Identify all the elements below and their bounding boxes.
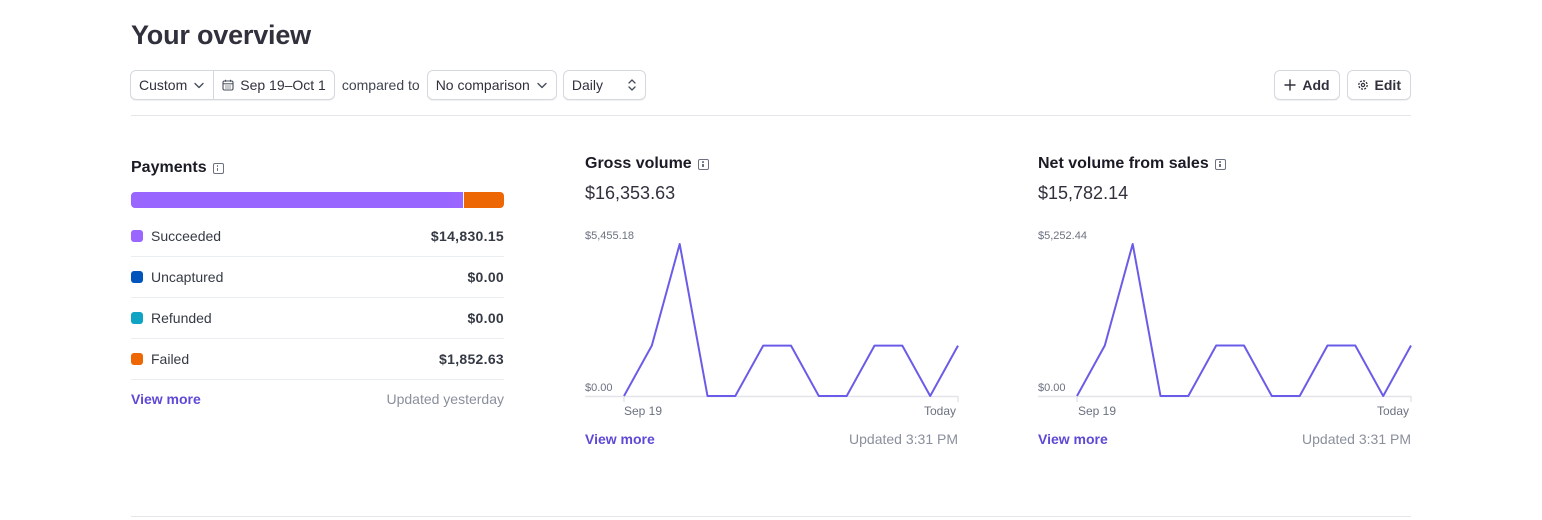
data-line bbox=[623, 243, 959, 397]
gross-x-end-label: Today bbox=[924, 404, 957, 418]
legend-label: Uncaptured bbox=[151, 269, 224, 285]
legend-row-uncaptured[interactable]: Uncaptured $0.00 bbox=[131, 257, 504, 298]
range-preset-label: Custom bbox=[139, 77, 188, 93]
add-button-label: Add bbox=[1302, 77, 1330, 93]
info-icon[interactable] bbox=[212, 162, 224, 174]
legend-row-succeeded[interactable]: Succeeded $14,830.15 bbox=[131, 216, 504, 257]
legend-dot-refunded bbox=[131, 312, 143, 324]
gross-updated-text: Updated 3:31 PM bbox=[849, 431, 958, 447]
legend-dot-failed bbox=[131, 353, 143, 365]
legend-value: $1,852.63 bbox=[439, 351, 504, 367]
net-volume-total: $15,782.14 bbox=[1038, 183, 1129, 203]
add-button[interactable]: Add bbox=[1274, 70, 1340, 100]
net-y-min-label: $0.00 bbox=[1038, 382, 1066, 394]
comparison-dropdown[interactable]: No comparison bbox=[426, 70, 557, 100]
data-line bbox=[1076, 243, 1412, 397]
gross-volume-title-text: Gross volume bbox=[585, 155, 692, 172]
bar-segment-failed[interactable] bbox=[463, 192, 504, 208]
date-range-label: Sep 19–Oct 1 bbox=[240, 77, 326, 93]
info-icon[interactable] bbox=[1214, 158, 1226, 170]
legend-value: $0.00 bbox=[467, 310, 504, 326]
legend-label: Refunded bbox=[151, 310, 212, 326]
gross-volume-title: Gross volume bbox=[585, 155, 709, 173]
gross-x-start-label: Sep 19 bbox=[624, 404, 663, 418]
info-icon[interactable] bbox=[697, 158, 709, 170]
edit-button-label: Edit bbox=[1374, 77, 1401, 93]
legend-value: $0.00 bbox=[467, 269, 504, 285]
plus-icon bbox=[1284, 79, 1297, 91]
gross-y-max-label: $5,455.18 bbox=[585, 230, 634, 242]
payments-title: Payments bbox=[131, 159, 224, 177]
filter-toolbar: Custom Sep 19–Oct 1 compared to No compa… bbox=[130, 70, 646, 100]
compared-to-label: compared to bbox=[341, 77, 420, 93]
net-updated-text: Updated 3:31 PM bbox=[1302, 431, 1411, 447]
calendar-icon bbox=[222, 79, 234, 91]
net-volume-title: Net volume from sales bbox=[1038, 155, 1226, 173]
bar-segment-succeeded[interactable] bbox=[131, 192, 463, 208]
legend-row-refunded[interactable]: Refunded $0.00 bbox=[131, 298, 504, 339]
net-volume-line-chart[interactable] bbox=[1038, 230, 1413, 402]
comparison-label: No comparison bbox=[435, 77, 530, 93]
range-preset-dropdown[interactable]: Custom bbox=[131, 71, 213, 99]
net-y-max-label: $5,252.44 bbox=[1038, 230, 1087, 242]
gear-icon bbox=[1357, 80, 1368, 90]
legend-row-failed[interactable]: Failed $1,852.63 bbox=[131, 339, 504, 380]
interval-select[interactable]: Daily bbox=[562, 70, 646, 100]
legend-dot-succeeded bbox=[131, 230, 143, 242]
legend-value: $14,830.15 bbox=[430, 228, 504, 244]
date-range-group: Custom Sep 19–Oct 1 bbox=[130, 70, 335, 100]
header-actions: Add Edit bbox=[1274, 70, 1411, 100]
edit-button[interactable]: Edit bbox=[1346, 70, 1411, 100]
payments-view-more-link[interactable]: View more bbox=[131, 391, 201, 407]
gross-volume-line-chart[interactable] bbox=[585, 230, 960, 402]
payments-title-text: Payments bbox=[131, 159, 207, 176]
net-x-start-label: Sep 19 bbox=[1078, 404, 1117, 418]
payments-updated-text: Updated yesterday bbox=[386, 391, 504, 407]
bar-separator bbox=[462, 192, 464, 208]
date-range-picker[interactable]: Sep 19–Oct 1 bbox=[213, 71, 334, 99]
legend-label: Succeeded bbox=[151, 228, 222, 244]
gross-view-more-link[interactable]: View more bbox=[585, 431, 655, 447]
chevron-down-icon bbox=[537, 82, 547, 89]
net-volume-title-text: Net volume from sales bbox=[1038, 155, 1209, 172]
payments-stacked-bar bbox=[131, 192, 504, 208]
chevron-down-icon bbox=[194, 82, 204, 89]
gross-y-min-label: $0.00 bbox=[585, 382, 613, 394]
page-title: Your overview bbox=[131, 20, 311, 50]
legend-dot-uncaptured bbox=[131, 271, 143, 283]
interval-label: Daily bbox=[571, 77, 603, 93]
gross-volume-total: $16,353.63 bbox=[585, 183, 676, 203]
legend-label: Failed bbox=[151, 351, 190, 367]
net-view-more-link[interactable]: View more bbox=[1038, 431, 1108, 447]
chevron-up-down-icon bbox=[628, 79, 636, 91]
header-divider bbox=[131, 115, 1411, 116]
net-x-end-label: Today bbox=[1377, 404, 1410, 418]
section-divider bbox=[131, 516, 1411, 517]
